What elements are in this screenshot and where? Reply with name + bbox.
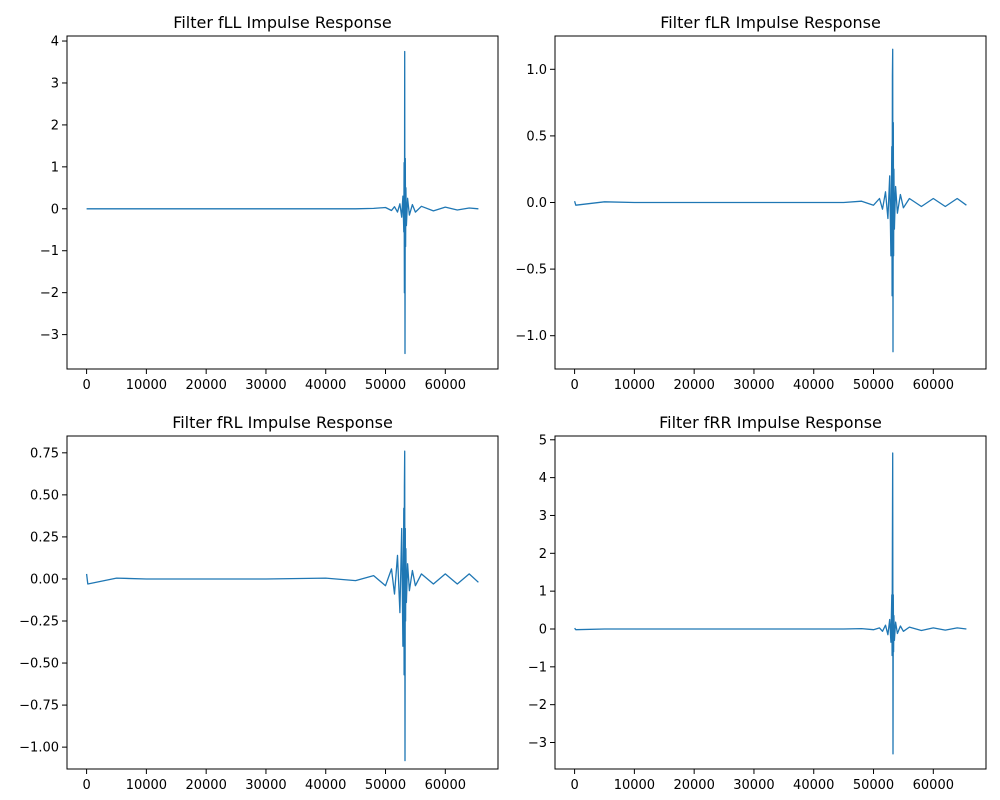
chart-title: Filter fRR Impulse Response	[659, 413, 882, 432]
y-tick-label: 3	[51, 76, 59, 91]
chart-svg-fRL: Filter fRL Impulse Response 0 10000 20000 30…	[19, 413, 499, 793]
impulse-response-line	[85, 450, 479, 762]
chart-title: Filter fLR Impulse Response	[660, 13, 881, 32]
y-tick-label: 0.5	[526, 129, 547, 144]
y-tick-label: 4	[51, 35, 59, 50]
x-tick-label: 30000	[245, 778, 286, 793]
y-tick-label: 0.0	[526, 196, 547, 211]
y-tick-label: 0.00	[30, 572, 59, 587]
x-tick-label: 10000	[126, 378, 167, 393]
y-tick-label: 0	[539, 622, 547, 637]
y-tick-label: 5	[539, 433, 547, 448]
y-tick-label: −0.75	[19, 699, 59, 714]
y-tick-label: −2	[528, 698, 547, 713]
chart-panel-fRL: Filter fRL Impulse Response 0 10000 20000 30…	[0, 400, 500, 800]
x-tick-label: 20000	[185, 778, 226, 793]
y-tick-label: −1	[528, 660, 547, 675]
x-tick-label: 10000	[614, 378, 655, 393]
y-tick-label: −0.5	[515, 263, 547, 278]
y-tick-label: 4	[539, 471, 547, 486]
x-tick-label: 40000	[793, 778, 834, 793]
chart-title: Filter fLL Impulse Response	[173, 13, 391, 32]
y-tick-label: −2	[40, 286, 59, 301]
x-tick-label: 60000	[425, 378, 466, 393]
y-tick-label: −3	[528, 736, 547, 751]
x-tick-label: 0	[82, 778, 90, 793]
x-tick-label: 30000	[245, 378, 286, 393]
x-tick-label: 60000	[913, 778, 954, 793]
y-tick-label: −3	[40, 328, 59, 343]
y-tick-label: 3	[539, 509, 547, 524]
x-tick-label: 50000	[365, 378, 406, 393]
x-tick-label: 20000	[673, 778, 714, 793]
x-tick-label: 30000	[733, 378, 774, 393]
y-tick-label: −1	[40, 244, 59, 259]
axes-frame	[66, 435, 499, 770]
x-tick-label: 10000	[614, 778, 655, 793]
chart-panel-fLR: Filter fLR Impulse Response 0 10000 20000 30…	[500, 0, 1000, 400]
y-tick-label: 0.75	[30, 446, 59, 461]
y-tick-label: −0.50	[19, 657, 59, 672]
x-tick-label: 0	[570, 378, 578, 393]
x-tick-label: 40000	[305, 378, 346, 393]
y-tick-label: −1.00	[19, 741, 59, 756]
y-tick-label: 1.0	[526, 63, 547, 78]
chart-svg-fLR: Filter fLR Impulse Response 0 10000 20000 30…	[515, 13, 987, 393]
x-tick-label: 0	[82, 378, 90, 393]
axes-frame	[554, 435, 987, 770]
axes-frame	[66, 35, 499, 370]
impulse-response-line	[573, 48, 967, 353]
x-tick-label: 50000	[853, 378, 894, 393]
x-tick-label: 10000	[126, 778, 167, 793]
x-tick-label: 0	[570, 778, 578, 793]
y-tick-label: 0.25	[30, 530, 59, 545]
x-tick-label: 60000	[913, 378, 954, 393]
x-tick-label: 40000	[793, 378, 834, 393]
chart-panel-fLL: Filter fLL Impulse Response 0 10000 20000 30…	[0, 0, 500, 400]
y-tick-label: 0	[51, 202, 59, 217]
y-tick-label: 2	[539, 547, 547, 562]
x-tick-label: 50000	[853, 778, 894, 793]
x-tick-label: 20000	[185, 378, 226, 393]
x-tick-label: 30000	[733, 778, 774, 793]
y-tick-label: 1	[51, 160, 59, 175]
chart-title: Filter fRL Impulse Response	[172, 413, 393, 432]
chart-panel-fRR: Filter fRR Impulse Response 0 10000 20000 30…	[500, 400, 1000, 800]
y-tick-label: 1	[539, 585, 547, 600]
y-tick-label: 0.50	[30, 488, 59, 503]
impulse-response-line	[574, 452, 967, 755]
y-tick-label: −1.0	[515, 329, 547, 344]
x-tick-label: 50000	[365, 778, 406, 793]
x-tick-label: 40000	[305, 778, 346, 793]
y-tick-label: 2	[51, 118, 59, 133]
x-tick-label: 20000	[673, 378, 714, 393]
x-tick-label: 60000	[425, 778, 466, 793]
y-tick-label: −0.25	[19, 615, 59, 630]
impulse-response-line	[86, 50, 479, 355]
